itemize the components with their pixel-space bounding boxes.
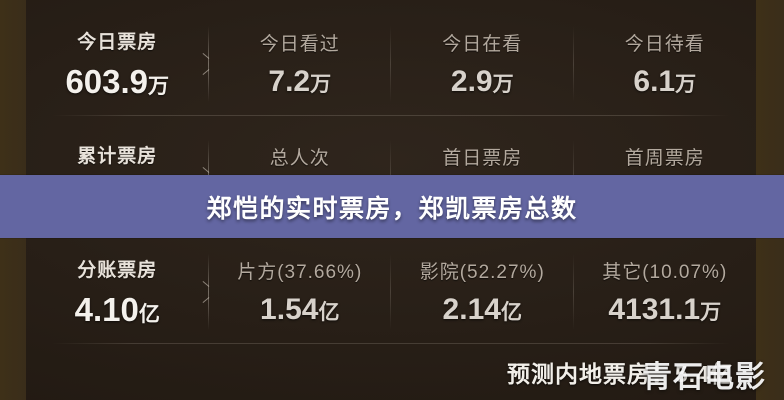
row-separator-1 [52,115,730,116]
stat-value: 1.54亿 [260,293,339,327]
stat-value: 7.2万 [268,65,331,99]
prediction-footer: 预测内地票房：5.4亿 [26,343,756,400]
stats-row-split: 分账票房 4.10亿 片方(37.66%) 1.54亿 影院(52.27%) 2… [26,242,756,342]
stat-label: 今日票房 [77,32,158,53]
banner-title: 郑恺的实时票房，郑凯票房总数 [206,194,578,223]
title-banner: 郑恺的实时票房，郑凯票房总数 [0,175,784,238]
stat-unit: 万 [675,73,697,96]
stat-cell-today-watching[interactable]: 今日在看 2.9万 [391,14,574,114]
stat-number: 7.2 [268,65,311,98]
stat-label: 分账票房 [77,260,158,281]
stat-number: 603.9 [65,63,149,100]
stat-unit: 亿 [500,301,522,324]
stat-unit: 万 [310,73,332,96]
stat-label: 首周票房 [624,148,705,169]
prediction-text: 预测内地票房：5.4亿 [507,360,734,387]
stat-number: 1.54 [260,293,319,326]
stat-unit: 亿 [138,303,160,326]
stat-value: 2.9万 [451,65,514,99]
stat-cell-today-want[interactable]: 今日待看 6.1万 [574,14,757,114]
stat-label: 今日待看 [624,34,705,55]
column-divider [572,254,574,330]
stat-label: 其它(10.07%) [602,262,728,283]
stat-label: 累计票房 [77,146,158,167]
column-divider [390,26,391,102]
stat-number: 2.9 [450,65,493,98]
column-divider [390,254,391,330]
stat-cell-other-share[interactable]: 其它(10.07%) 4131.1万 [574,242,757,342]
stat-value: 2.14亿 [443,293,522,327]
stat-value: 4.10亿 [75,291,160,329]
stat-number: 2.14 [442,293,501,326]
stat-cell-today-watched[interactable]: 今日看过 7.2万 [209,14,391,114]
stat-label: 今日看过 [259,34,340,55]
stat-number: 4.10 [74,291,139,328]
row-separator-3 [52,343,730,344]
stat-unit: 万 [700,301,722,324]
stat-cell-split-boxoffice[interactable]: 分账票房 4.10亿 [26,242,209,342]
stat-cell-today-boxoffice[interactable]: 今日票房 603.9万 [26,14,209,114]
stat-number: 4131.1 [608,293,701,326]
stat-label: 片方(37.66%) [237,262,363,283]
column-divider [207,26,209,102]
stat-value: 6.1万 [633,65,696,99]
stat-unit: 万 [492,73,514,96]
stat-number: 6.1 [633,65,676,98]
stat-value: 4131.1万 [608,293,721,327]
stat-unit: 亿 [318,301,340,324]
stats-row-today: 今日票房 603.9万 今日看过 7.2万 今日在看 2.9万 今日待看 6.1… [26,14,756,114]
column-divider [572,26,574,102]
stat-label: 影院(52.27%) [419,262,545,283]
stat-cell-distributor-share[interactable]: 片方(37.66%) 1.54亿 [209,242,391,342]
stat-label: 总人次 [269,148,330,169]
column-divider [207,254,209,330]
stat-label: 首日票房 [442,148,523,169]
stat-value: 603.9万 [65,63,169,101]
stat-cell-cinema-share[interactable]: 影院(52.27%) 2.14亿 [391,242,574,342]
stat-unit: 万 [148,75,170,98]
stat-label: 今日在看 [442,34,523,55]
